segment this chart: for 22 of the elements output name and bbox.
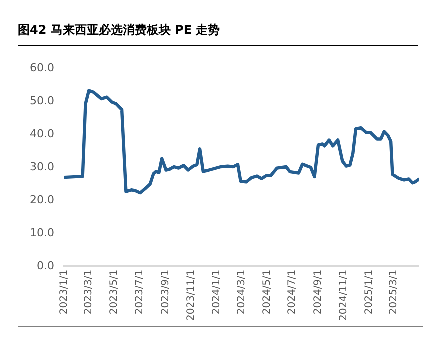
- y-tick-label: 30.0: [30, 160, 54, 174]
- y-tick-label: 0.0: [36, 260, 54, 273]
- chart-title: 图42 马来西亚必选消费板块 PE 走势: [18, 22, 418, 46]
- x-tick-label: 2025/1/1: [364, 270, 375, 315]
- y-tick-label: 20.0: [30, 194, 54, 207]
- x-tick-label: 2023/7/1: [134, 270, 146, 315]
- x-tick-label: 2024/9/1: [313, 270, 324, 315]
- y-tick-label: 50.0: [30, 94, 54, 108]
- y-tick-label: 10.0: [30, 226, 54, 240]
- x-tick-label: 2023/1/1: [59, 270, 70, 315]
- x-tick-label: 2024/11/1: [338, 270, 350, 322]
- x-tick-label: 2025/3/1: [388, 270, 400, 315]
- x-tick-label: 2024/3/1: [236, 270, 248, 315]
- x-tick-label: 2023/5/1: [109, 270, 120, 315]
- x-tick-label: 2023/9/1: [160, 270, 172, 315]
- x-tick-label: 2024/1/1: [211, 270, 222, 315]
- x-tick-label: 2023/11/1: [186, 270, 197, 322]
- x-tick-label: 2024/7/1: [287, 270, 298, 315]
- x-tick-label: 2023/3/1: [84, 270, 95, 315]
- x-tick-label: 2024/5/1: [262, 270, 273, 315]
- y-tick-label: 40.0: [30, 128, 54, 140]
- y-tick-label: 60.0: [30, 61, 54, 74]
